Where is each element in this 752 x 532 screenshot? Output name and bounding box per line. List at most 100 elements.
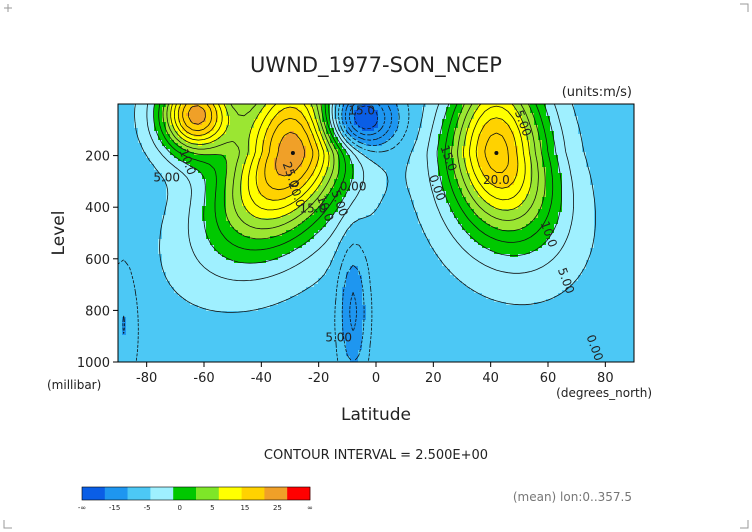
field-cell — [146, 149, 151, 153]
field-cell — [238, 299, 243, 303]
field-cell — [190, 359, 195, 362]
field-cell — [186, 302, 191, 306]
field-cell — [298, 179, 303, 183]
field-cell — [122, 236, 127, 240]
field-cell — [330, 230, 335, 234]
field-cell — [322, 119, 327, 123]
field-cell — [290, 161, 295, 165]
field-cell — [134, 329, 139, 333]
field-cell — [118, 356, 123, 360]
field-cell — [322, 317, 327, 321]
field-cell — [310, 161, 315, 165]
field-cell — [306, 272, 311, 276]
field-cell — [234, 350, 239, 354]
field-cell — [274, 326, 279, 330]
field-cell — [346, 155, 351, 159]
field-cell — [322, 221, 327, 225]
field-cell — [250, 173, 255, 177]
field-cell — [342, 245, 347, 249]
field-cell — [314, 239, 319, 243]
field-cell — [162, 230, 167, 234]
field-cell — [190, 326, 195, 330]
field-cell — [330, 215, 335, 219]
field-cell — [238, 146, 243, 150]
field-cell — [278, 137, 283, 141]
field-cell — [286, 239, 291, 243]
field-cell — [218, 209, 223, 213]
field-cell — [222, 122, 227, 126]
field-cell — [334, 278, 339, 282]
field-cell — [130, 158, 135, 162]
field-cell — [134, 350, 139, 354]
field-cell — [238, 236, 243, 240]
field-cell — [250, 194, 255, 198]
field-cell — [182, 188, 187, 192]
field-cell — [150, 317, 155, 321]
field-cell — [150, 161, 155, 165]
field-cell — [346, 242, 351, 246]
field-cell — [278, 266, 283, 270]
field-cell — [174, 263, 179, 267]
field-cell — [142, 245, 147, 249]
field-cell — [306, 299, 311, 303]
field-cell — [210, 239, 215, 243]
field-cell — [282, 131, 287, 135]
field-cell — [322, 293, 327, 297]
field-cell — [150, 134, 155, 138]
field-cell — [258, 275, 263, 279]
field-cell — [130, 293, 135, 297]
field-cell — [342, 287, 347, 291]
field-cell — [346, 218, 351, 222]
field-cell — [302, 323, 307, 327]
field-cell — [166, 338, 171, 342]
field-cell — [166, 299, 171, 303]
field-cell — [134, 167, 139, 171]
field-cell — [278, 212, 283, 216]
field-cell — [194, 302, 199, 306]
field-cell — [346, 119, 351, 123]
field-cell — [234, 113, 239, 117]
field-cell — [326, 359, 331, 362]
field-cell — [266, 251, 271, 255]
field-cell — [262, 287, 267, 291]
field-cell — [230, 347, 235, 351]
field-cell — [234, 194, 239, 198]
field-cell — [186, 257, 191, 261]
field-cell — [338, 143, 343, 147]
field-cell — [138, 185, 143, 189]
field-cell — [206, 191, 211, 195]
field-cell — [202, 215, 207, 219]
field-cell — [194, 188, 199, 192]
field-cell — [122, 173, 127, 177]
field-cell — [330, 266, 335, 270]
field-cell — [174, 140, 179, 144]
field-cell — [218, 236, 223, 240]
field-cell — [250, 338, 255, 342]
field-cell — [274, 296, 279, 300]
field-cell — [134, 188, 139, 192]
field-cell — [126, 356, 131, 360]
field-cell — [330, 233, 335, 237]
field-cell — [186, 215, 191, 219]
field-cell — [202, 332, 207, 336]
field-cell — [286, 209, 291, 213]
field-cell — [162, 296, 167, 300]
field-cell — [170, 167, 175, 171]
field-cell — [150, 209, 155, 213]
field-cell — [334, 188, 339, 192]
field-cell — [342, 338, 347, 342]
field-cell — [166, 245, 171, 249]
field-cell — [210, 119, 215, 123]
field-cell — [326, 191, 331, 195]
field-cell — [298, 149, 303, 153]
field-cell — [214, 206, 219, 210]
field-cell — [118, 164, 123, 168]
field-cell — [170, 194, 175, 198]
field-cell — [298, 287, 303, 291]
field-cell — [282, 185, 287, 189]
field-cell — [290, 140, 295, 144]
field-cell — [270, 122, 275, 126]
field-cell — [258, 356, 263, 360]
field-cell — [274, 104, 279, 108]
field-cell — [282, 188, 287, 192]
